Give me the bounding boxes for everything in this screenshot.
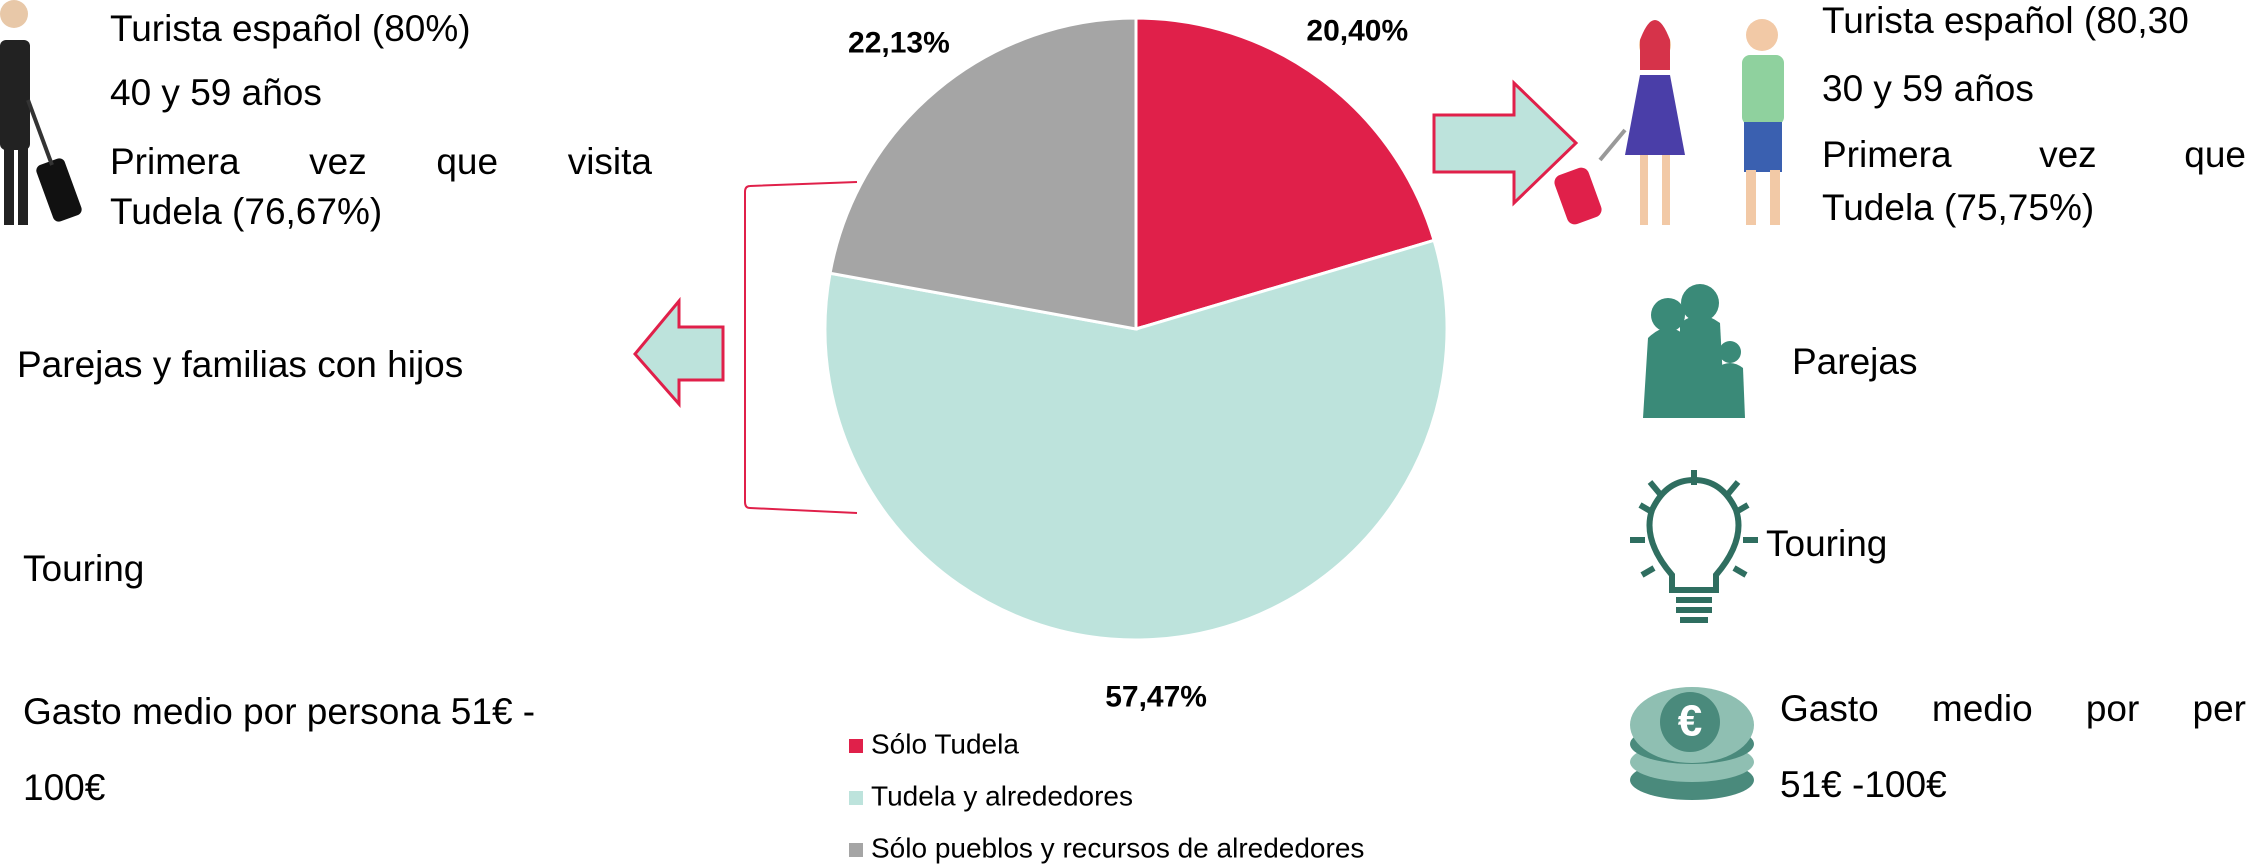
legend-swatch xyxy=(849,843,863,857)
right-arrow xyxy=(1434,83,1576,203)
profile-text: 30 y 59 años xyxy=(1822,67,2034,111)
couple-icon xyxy=(1552,19,1784,227)
profile-text: Turista español (80,30 xyxy=(1822,0,2189,43)
spend-text: Gasto medio por per xyxy=(1780,687,2246,731)
svg-text:€: € xyxy=(1678,697,1702,746)
spend-text: Gasto medio por persona 51€ - xyxy=(23,690,535,734)
left-arrow xyxy=(635,301,723,404)
pie-slice xyxy=(830,18,1136,329)
tourist-icon xyxy=(0,0,83,225)
group-text: Parejas y familias con hijos xyxy=(17,343,463,387)
trip-text: Touring xyxy=(1766,522,1887,566)
trip-text: Touring xyxy=(23,547,144,591)
coins-icon: € xyxy=(1630,687,1754,800)
chart: € 20,40% Sólo Tudela 57,47% Tudela y alrede… xyxy=(0,0,2246,866)
legend-label: Sólo Tudela xyxy=(871,728,1019,759)
profile-text: Tudela (75,75%) xyxy=(1822,186,2094,230)
spend-text: 100€ xyxy=(23,766,105,810)
profile-text: Primera vez que visita xyxy=(110,140,652,184)
legend-swatch xyxy=(849,739,863,753)
legend-label: Sólo pueblos y recursos de alrededores xyxy=(871,832,1364,863)
value-label: 20,40% xyxy=(1306,14,1408,47)
profile-text: Turista español (80%) xyxy=(110,7,471,51)
value-label: 57,47% xyxy=(1105,680,1207,713)
value-label: 22,13% xyxy=(848,27,950,60)
family-icon xyxy=(1643,284,1745,418)
profile-text: Primera vez que xyxy=(1822,133,2246,177)
page: € 20,40% Sólo Tudela 57,47% Tudela y alrede… xyxy=(0,0,2246,866)
profile-text: Tudela (76,67%) xyxy=(110,190,382,234)
bulb-icon xyxy=(1630,470,1758,620)
legend-swatch xyxy=(849,791,863,805)
spend-text: 51€ -100€ xyxy=(1780,763,1947,807)
group-text: Parejas xyxy=(1792,340,1917,384)
legend-label: Tudela y alrededores xyxy=(871,780,1133,811)
profile-text: 40 y 59 años xyxy=(110,71,322,115)
